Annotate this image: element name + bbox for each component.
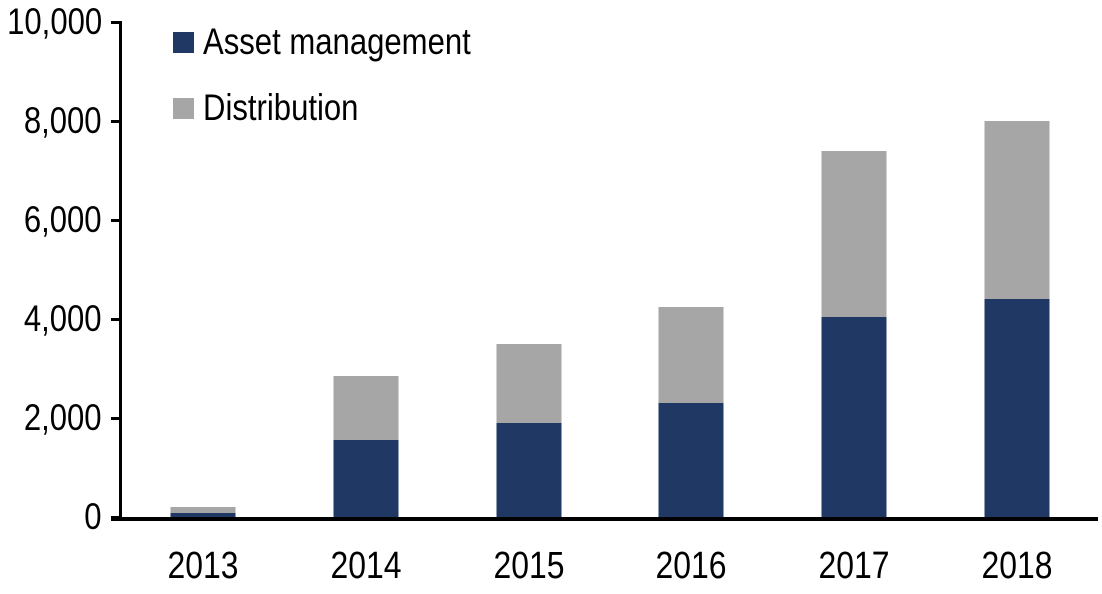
x-axis-label-2017: 2017: [818, 545, 890, 587]
x-axis-label-2018: 2018: [981, 545, 1053, 587]
bar-segment-distribution-2018: [984, 121, 1050, 300]
bar-group-2017: [821, 22, 887, 517]
x-axis-label-2014: 2014: [330, 545, 402, 587]
bar-group-2013: [170, 22, 236, 517]
y-axis-tick: [111, 218, 122, 222]
legend-label-asset-management: Asset management: [203, 21, 471, 62]
bar-segment-asset-management-2016: [658, 403, 724, 517]
y-axis-tick-label: 4,000: [24, 298, 102, 339]
bar-segment-distribution-2015: [496, 343, 562, 423]
x-axis-label-2016: 2016: [655, 545, 727, 587]
y-axis-tick: [111, 317, 122, 321]
y-axis-tick-label: 6,000: [24, 199, 102, 240]
y-axis-tick: [111, 416, 122, 420]
y-axis-line: [119, 22, 122, 521]
bar-segment-distribution-2013: [170, 507, 236, 514]
x-axis-label-2015: 2015: [493, 545, 565, 587]
legend-item-distribution: Distribution: [173, 87, 522, 129]
legend-swatch-distribution: [173, 97, 194, 119]
bar-segment-asset-management-2015: [496, 422, 562, 517]
legend-swatch-asset-management: [173, 31, 194, 53]
x-axis: 2013 2014 2015 2016 2017 2018: [122, 546, 1098, 588]
bar-segment-distribution-2017: [821, 150, 887, 317]
bar-segment-distribution-2014: [333, 375, 399, 441]
plot-area: [122, 22, 1098, 517]
y-axis-tick-label: 10,000: [6, 1, 102, 42]
y-axis: 0 2,000 4,000 6,000 8,000 10,000: [0, 1, 122, 537]
bar-segment-asset-management-2014: [333, 440, 399, 517]
legend-label-distribution: Distribution: [203, 87, 359, 128]
y-axis-tick: [111, 119, 122, 123]
bar-segment-asset-management-2018: [984, 299, 1050, 517]
legend-item-asset-management: Asset management: [173, 21, 522, 63]
bar-group-2015: [496, 22, 562, 517]
bar-group-2014: [333, 22, 399, 517]
y-axis-tick-label: 8,000: [24, 100, 102, 141]
x-axis-label-2013: 2013: [167, 545, 239, 587]
bar-group-2018: [984, 22, 1050, 517]
x-axis-line: [111, 517, 1098, 521]
bar-group-2016: [658, 22, 724, 517]
chart-legend: Asset management Distribution: [173, 21, 522, 129]
y-axis-tick: [111, 20, 122, 24]
bar-segment-distribution-2016: [658, 306, 724, 404]
y-axis-tick-label: 0: [84, 496, 102, 537]
bar-segment-asset-management-2017: [821, 316, 887, 517]
bar-segment-asset-management-2013: [170, 513, 236, 517]
y-axis-tick-label: 2,000: [24, 397, 102, 438]
